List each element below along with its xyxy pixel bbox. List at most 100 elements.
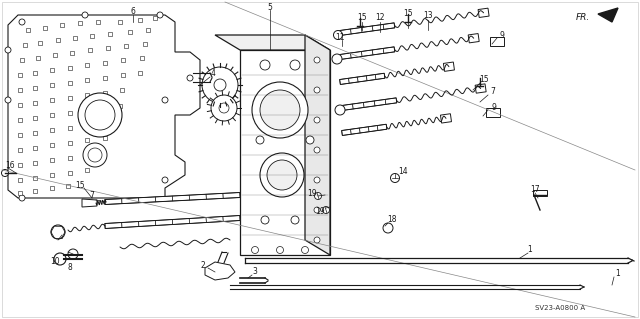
Polygon shape (139, 197, 156, 203)
Circle shape (214, 79, 226, 91)
Polygon shape (358, 76, 367, 82)
Circle shape (290, 60, 300, 70)
Bar (85, 123, 89, 127)
Bar (78, 21, 82, 25)
Circle shape (19, 195, 25, 201)
Bar (103, 76, 107, 80)
Text: 10: 10 (50, 256, 60, 265)
Bar (146, 28, 150, 32)
Bar (50, 143, 54, 147)
Polygon shape (122, 198, 139, 204)
Bar (50, 173, 54, 177)
Bar (85, 168, 89, 172)
Circle shape (260, 153, 304, 197)
Bar (50, 113, 54, 117)
Polygon shape (206, 217, 223, 222)
Bar (128, 30, 132, 34)
Text: 16: 16 (5, 160, 15, 169)
Circle shape (314, 147, 320, 153)
Bar (50, 83, 54, 87)
Circle shape (314, 117, 320, 123)
Polygon shape (362, 26, 373, 33)
Bar (101, 151, 105, 155)
Text: 12: 12 (375, 13, 385, 23)
Polygon shape (156, 219, 173, 226)
Text: 18: 18 (387, 216, 397, 225)
Text: SV23-A0800 A: SV23-A0800 A (535, 305, 585, 311)
Circle shape (54, 253, 66, 265)
Text: 14: 14 (398, 167, 408, 176)
Circle shape (219, 103, 229, 113)
Bar (143, 42, 147, 46)
Polygon shape (139, 220, 156, 226)
Bar (85, 63, 89, 67)
Bar (138, 18, 142, 22)
Polygon shape (468, 33, 479, 43)
Polygon shape (351, 27, 362, 34)
Polygon shape (378, 124, 387, 130)
Circle shape (1, 169, 8, 176)
Bar (85, 108, 89, 112)
Bar (50, 98, 54, 102)
Circle shape (314, 177, 320, 183)
Text: 2: 2 (200, 261, 205, 270)
Bar (121, 73, 125, 77)
Circle shape (323, 206, 330, 213)
Polygon shape (340, 78, 349, 85)
Bar (33, 176, 37, 180)
Bar (68, 96, 72, 100)
Polygon shape (369, 125, 378, 132)
Bar (26, 28, 30, 32)
Circle shape (19, 19, 25, 25)
Polygon shape (172, 195, 189, 201)
Text: 15: 15 (403, 10, 413, 19)
Bar (33, 161, 37, 165)
Circle shape (157, 12, 163, 18)
Bar (121, 58, 125, 62)
Bar (103, 136, 107, 140)
Bar (18, 148, 22, 152)
Text: FR.: FR. (576, 12, 590, 21)
Bar (68, 171, 72, 175)
Circle shape (390, 174, 399, 182)
Text: 15: 15 (75, 181, 85, 189)
Polygon shape (444, 62, 454, 71)
Polygon shape (360, 127, 369, 133)
Bar (33, 86, 37, 90)
Polygon shape (372, 24, 384, 31)
Bar (106, 46, 110, 50)
Bar (103, 106, 107, 110)
Circle shape (261, 216, 269, 224)
Circle shape (256, 136, 264, 144)
Bar (533, 190, 547, 196)
Bar (33, 71, 37, 75)
Bar (18, 73, 22, 77)
Text: 3: 3 (253, 268, 257, 277)
Bar (90, 34, 94, 38)
Circle shape (51, 225, 65, 239)
Polygon shape (105, 223, 122, 228)
Polygon shape (478, 8, 489, 18)
Circle shape (301, 247, 308, 254)
Polygon shape (205, 262, 235, 280)
Text: 13: 13 (423, 11, 433, 20)
Text: 1: 1 (527, 244, 532, 254)
Polygon shape (362, 50, 373, 56)
Polygon shape (156, 196, 173, 202)
Polygon shape (383, 47, 395, 53)
Text: 15: 15 (357, 13, 367, 23)
Polygon shape (189, 218, 206, 224)
Bar (85, 153, 89, 157)
Polygon shape (206, 193, 223, 199)
Polygon shape (122, 221, 139, 227)
Polygon shape (353, 102, 364, 109)
Bar (68, 111, 72, 115)
Polygon shape (8, 15, 200, 198)
Text: 7: 7 (90, 191, 95, 201)
Text: 17: 17 (530, 186, 540, 195)
Polygon shape (351, 51, 362, 58)
Circle shape (162, 97, 168, 103)
Bar (38, 41, 42, 45)
Bar (103, 121, 107, 125)
Circle shape (187, 75, 193, 81)
